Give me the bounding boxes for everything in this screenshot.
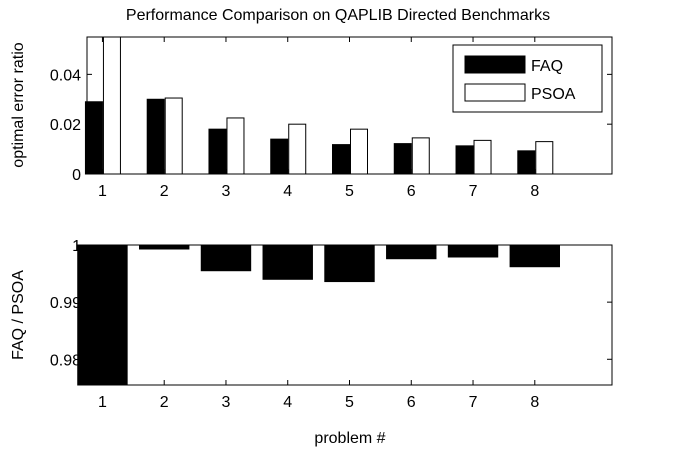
bar-faq-1 [84,101,103,175]
bar-psoa-3 [226,117,245,175]
bar-psoa-7 [473,139,492,175]
top-ticks: 1 2 3 4 5 6 7 8 0 0.02 0.04 [50,37,612,200]
bottom-y-tick-label: 0.98 [50,352,81,369]
bar-faq-8 [517,150,536,175]
bottom-x-tick-label: 2 [160,394,169,411]
bar-psoa-1 [102,36,121,175]
legend-label-faq: FAQ [531,58,563,75]
bar-faq-2 [146,98,165,175]
top-x-tick-label: 8 [530,183,539,200]
bar-faq-6 [393,143,412,175]
top-x-tick-label: 7 [469,183,478,200]
bottom-bars [77,244,560,386]
top-y-axis-label: optimal error ratio [10,42,27,167]
bar-faq-4 [270,138,289,175]
bar-faq-7 [455,145,474,175]
bottom-y-tick-label: 0.99 [50,295,81,312]
top-bars [84,36,554,175]
top-x-tick-label: 2 [160,183,169,200]
legend-label-psoa: PSOA [531,86,576,103]
bar-psoa-8 [535,141,554,175]
top-chart: Performance Comparison on QAPLIB Directe… [10,7,613,200]
bar-faq-5 [332,144,350,175]
ratio-bar-1 [77,244,128,386]
ratio-bar-4 [262,244,313,280]
bar-psoa-6 [411,137,430,175]
bar-psoa-4 [288,123,307,175]
bottom-x-tick-label: 1 [98,394,107,411]
bar-psoa-2 [164,97,183,175]
top-y-tick-label: 0.02 [50,117,81,134]
bottom-x-tick-label: 3 [222,394,231,411]
bottom-y-tick-label: 1 [72,238,81,255]
top-x-tick-label: 1 [98,183,107,200]
top-x-tick-label: 3 [222,183,231,200]
ratio-bar-6 [386,244,437,260]
top-x-tick-label: 5 [345,183,354,200]
bottom-x-axis-label: problem # [314,430,385,447]
bottom-ticks: 1 2 3 4 5 6 7 8 0.98 0.99 1 [50,238,612,411]
bar-faq-3 [208,128,227,175]
legend-swatch-faq [464,55,526,74]
chart-title: Performance Comparison on QAPLIB Directe… [126,7,550,24]
ratio-bar-5 [324,244,375,283]
bottom-y-axis-label: FAQ / PSOA [10,270,27,360]
top-y-tick-label: 0 [72,167,81,184]
bottom-x-tick-label: 6 [407,394,416,411]
top-x-tick-label: 4 [283,183,292,200]
ratio-bar-2 [139,244,190,250]
ratio-bar-3 [200,244,252,272]
ratio-bar-8 [509,244,560,268]
bottom-chart: 1 2 3 4 5 6 7 8 0.98 0.99 1 FAQ / PSOA problem # [10,238,613,447]
ratio-bar-7 [447,244,499,258]
top-y-tick-label: 0.04 [50,67,81,84]
legend-swatch-psoa [464,83,526,102]
top-x-tick-label: 6 [407,183,416,200]
legend-box [452,44,603,113]
bottom-x-tick-label: 8 [530,394,539,411]
legend: FAQ PSOA [452,44,603,113]
bottom-x-tick-label: 7 [469,394,478,411]
bar-psoa-5 [350,128,368,175]
bottom-x-tick-label: 4 [283,394,292,411]
bottom-x-tick-label: 5 [345,394,354,411]
